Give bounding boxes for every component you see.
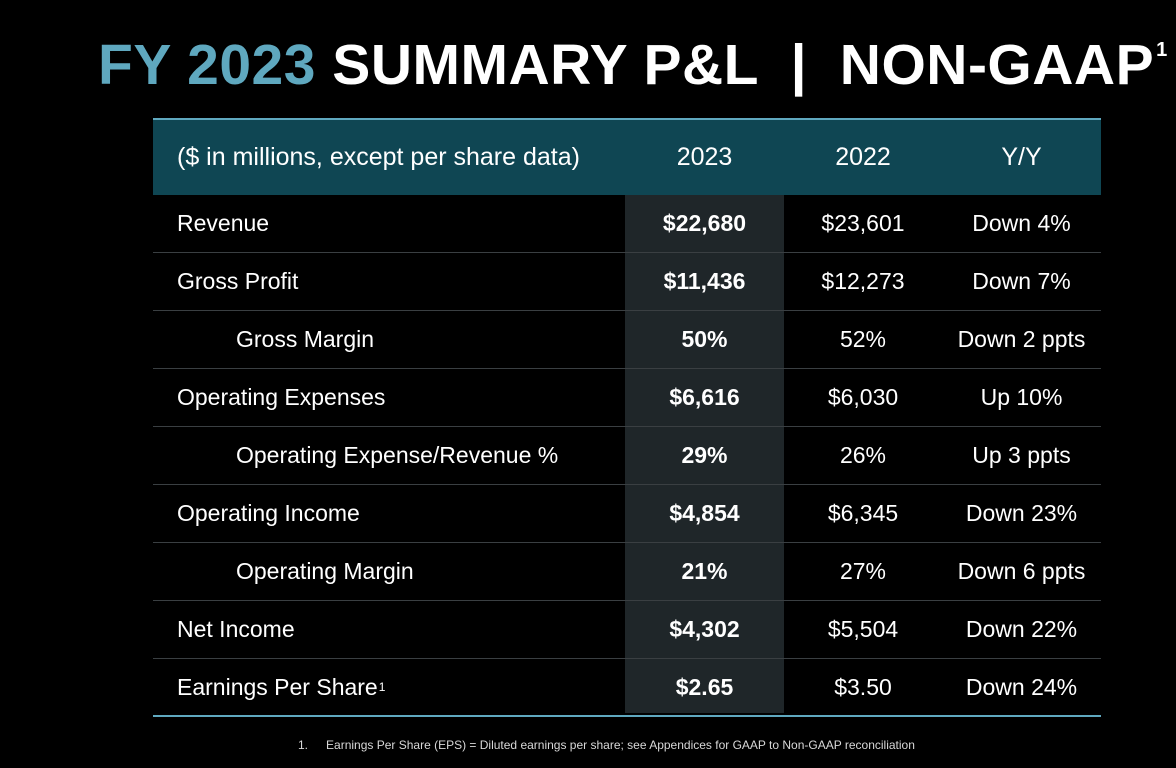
header-2022: 2022 — [835, 143, 891, 171]
footnote-text: Earnings Per Share (EPS) = Diluted earni… — [326, 738, 915, 752]
value-yy: Down 4% — [972, 210, 1071, 236]
row-label: Revenue — [177, 210, 270, 236]
table-header: ($ in millions, except per share data) 2… — [153, 118, 1101, 195]
table-row-operating-margin: Operating Margin 21% 27% Down 6 ppts — [153, 543, 1101, 601]
value-2023: $4,854 — [669, 500, 740, 526]
value-2022: $12,273 — [821, 268, 905, 294]
header-yy: Y/Y — [1001, 143, 1042, 171]
footnote: 1. Earnings Per Share (EPS) = Diluted ear… — [298, 738, 915, 752]
value-2022: $23,601 — [821, 210, 905, 236]
value-yy: Down 7% — [972, 268, 1071, 294]
table-row-operating-income: Operating Income $4,854 $6,345 Down 23% — [153, 485, 1101, 543]
value-yy: Down 22% — [965, 616, 1078, 642]
value-2023: $11,436 — [663, 268, 746, 294]
table-row-eps: Earnings Per Share 1 $2.65 $3.50 Down 24% — [153, 659, 1101, 717]
header-label: ($ in millions, except per share data) — [177, 143, 580, 171]
title-accent: FY 2023 — [98, 33, 316, 97]
value-2023: $22,680 — [662, 210, 747, 236]
row-label: Gross Margin — [236, 326, 375, 352]
value-yy: Up 3 ppts — [972, 442, 1071, 468]
pl-summary-table: ($ in millions, except per share data) 2… — [153, 118, 1101, 717]
value-2022: $6,030 — [827, 384, 899, 410]
eps-label-text: Earnings Per Share — [177, 673, 378, 700]
value-yy: Down 24% — [965, 673, 1078, 700]
row-label: Net Income — [177, 616, 295, 642]
value-2023: 21% — [681, 558, 728, 584]
value-yy: Up 10% — [980, 384, 1063, 410]
footnote-number: 1. — [298, 738, 309, 752]
value-2022: $3.50 — [834, 673, 892, 700]
value-2022: 26% — [839, 442, 887, 468]
table-row-revenue: Revenue $22,680 $23,601 Down 4% — [153, 195, 1101, 253]
row-label: Operating Expense/Revenue % — [236, 442, 559, 468]
table-row-operating-expenses: Operating Expenses $6,616 $6,030 Up 10% — [153, 369, 1101, 427]
table-row-net-income: Net Income $4,302 $5,504 Down 22% — [153, 601, 1101, 659]
value-2022: $6,345 — [827, 500, 899, 526]
row-label: Operating Income — [177, 500, 360, 526]
row-label: Gross Profit — [177, 268, 299, 294]
value-2023: 50% — [681, 326, 728, 352]
value-2022: 27% — [839, 558, 887, 584]
value-yy: Down 6 ppts — [957, 558, 1086, 584]
value-2023: $2.65 — [675, 673, 734, 700]
row-label: Operating Expenses — [177, 384, 386, 410]
eps-superscript: 1 — [378, 680, 386, 694]
value-2023: $4,302 — [669, 616, 740, 642]
title-main: SUMMARY P&L — [332, 33, 758, 97]
row-label: Operating Margin — [236, 558, 414, 584]
value-2023: $6,616 — [669, 384, 740, 410]
title-separator: | — [790, 33, 808, 97]
value-2022: $5,504 — [827, 616, 899, 642]
table-row-opex-revenue: Operating Expense/Revenue % 29% 26% Up 3… — [153, 427, 1101, 485]
title-superscript: 1 — [1156, 39, 1168, 61]
table-row-gross-profit: Gross Profit $11,436 $12,273 Down 7% — [153, 253, 1101, 311]
value-2022: 52% — [839, 326, 887, 352]
value-yy: Down 23% — [965, 500, 1078, 526]
page-title: FY 2023 SUMMARY P&L | NON-GAAP 1 — [98, 18, 1168, 97]
title-suffix: NON-GAAP — [839, 33, 1155, 97]
value-2023: 29% — [681, 442, 728, 468]
header-2023: 2023 — [676, 143, 733, 171]
value-yy: Down 2 ppts — [957, 326, 1086, 352]
highlight-column-2023 — [625, 195, 784, 713]
table-row-gross-margin: Gross Margin 50% 52% Down 2 ppts — [153, 311, 1101, 369]
row-label: Earnings Per Share 1 — [177, 659, 385, 715]
